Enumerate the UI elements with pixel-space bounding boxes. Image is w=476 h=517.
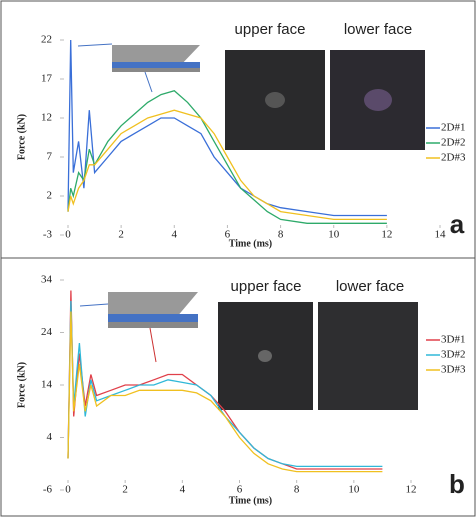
photo-lower <box>318 302 418 410</box>
x-axis-title: Time (ms) <box>229 495 272 506</box>
y-tick-label: 12 <box>41 112 52 124</box>
legend-label: 3D#3 <box>441 364 466 376</box>
x-tick-label: 12 <box>406 484 417 496</box>
x-tick-label: 12 <box>381 229 392 241</box>
panel-letter: a <box>450 209 465 239</box>
y-axis-title: Force (kN) <box>16 362 27 408</box>
laminate-icon <box>77 43 200 93</box>
y-tick-label: 17 <box>41 73 53 85</box>
y-tick-label: 7 <box>47 151 53 163</box>
x-tick-label: 6 <box>237 484 243 496</box>
x-tick-label: 8 <box>278 229 284 241</box>
damage <box>265 92 285 108</box>
x-tick-label: 2 <box>118 229 124 241</box>
x-tick-label: 4 <box>172 229 178 241</box>
legend-label: 3D#2 <box>441 349 465 361</box>
face-label: lower face <box>344 21 412 38</box>
y-tick-label: 2 <box>47 190 53 202</box>
legend-label: 3D#1 <box>441 334 465 346</box>
x-tick-label: 8 <box>294 484 300 496</box>
face-label: lower face <box>336 278 404 295</box>
series-line <box>67 109 387 221</box>
series-line <box>67 39 387 217</box>
x-tick-label: 10 <box>328 229 340 241</box>
y-tick-label: 14 <box>41 379 53 391</box>
x-tick-label: 14 <box>435 229 447 241</box>
x-tick-label: 0 <box>65 229 71 241</box>
y-tick-label: -3 <box>43 229 53 241</box>
x-tick-label: 6 <box>225 229 231 241</box>
y-tick-label: 34 <box>41 274 53 286</box>
damage <box>258 350 272 362</box>
x-tick-label: 4 <box>180 484 186 496</box>
legend-label: 2D#3 <box>441 152 466 164</box>
y-axis-title: Force (kN) <box>16 114 27 160</box>
y-tick-label: 22 <box>41 34 52 46</box>
y-tick-label: 4 <box>47 431 53 443</box>
x-tick-label: 10 <box>348 484 360 496</box>
y-tick-label: 24 <box>41 326 53 338</box>
x-axis-title: Time (ms) <box>229 238 272 249</box>
series-line <box>67 311 383 473</box>
legend-label: 2D#1 <box>441 122 465 134</box>
x-tick-label: 0 <box>65 484 71 496</box>
legend-label: 2D#2 <box>441 137 465 149</box>
face-label: upper face <box>235 21 306 38</box>
face-label: upper face <box>231 278 302 295</box>
x-tick-label: 2 <box>122 484 128 496</box>
damage <box>364 89 392 111</box>
y-tick-label: -6 <box>43 484 53 496</box>
laminate-icon <box>79 292 198 363</box>
panel-letter: b <box>449 469 465 499</box>
